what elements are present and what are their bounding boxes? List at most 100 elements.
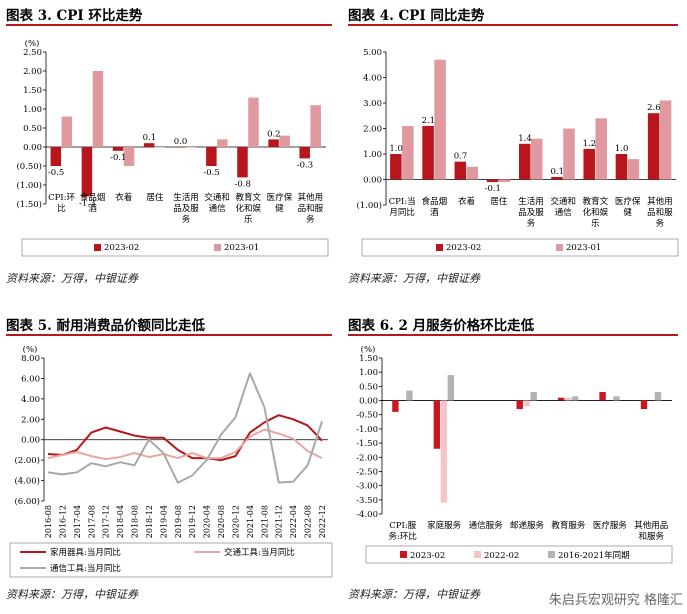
legend-label: 2023-02: [410, 551, 445, 561]
y-axis-unit: (%): [361, 344, 376, 355]
legend-label: 2023-02: [104, 243, 139, 253]
chart-panel-services: 图表 6. 2 月服务价格环比走低 1.50 1.00 0.50 0.00 -0.50 -…: [348, 314, 684, 610]
bar-202302: [81, 147, 93, 197]
bar: [557, 397, 565, 401]
bar-202302: [486, 179, 499, 183]
legend-label: 家用器具:当月同比: [50, 547, 121, 558]
bar-202301: [310, 105, 321, 147]
title-rule: [6, 24, 332, 26]
x-tick-label: 2017-04: [73, 505, 82, 538]
x-tick-label: 2021-08: [260, 505, 269, 538]
x-category-label: 教育服务: [551, 520, 586, 531]
x-category-label: 酒: [430, 208, 439, 218]
bar-202301: [434, 59, 446, 180]
x-tick-label: 2017-12: [102, 505, 111, 538]
x-category-label: 家庭服务: [427, 520, 462, 531]
x-category-label: 和服务: [639, 531, 665, 542]
x-category-label: 乐: [244, 214, 253, 225]
legend-swatch: [548, 551, 555, 558]
bar: [571, 396, 579, 401]
x-category-label: 务: [182, 214, 191, 225]
data-label: 1.0: [615, 144, 629, 154]
legend-label: 2023-02: [446, 243, 481, 253]
x-category-label: 邮递服务: [510, 520, 545, 531]
x-category-label: 其他用: [647, 196, 673, 207]
bar-202302: [615, 154, 628, 180]
x-category-label: 教育文: [583, 196, 609, 207]
x-tick-label: 2019-12: [188, 505, 197, 538]
x-category-label: 交通和: [550, 196, 576, 207]
legend-swatch: [214, 244, 221, 251]
y-tick-label: 3.00: [363, 99, 382, 109]
x-tick-label: 2016-12: [58, 505, 67, 538]
y-tick-label: -3.00: [356, 482, 378, 492]
bar-202302: [519, 143, 531, 180]
bar: [447, 375, 455, 401]
x-tick-label: 2018-08: [131, 505, 140, 538]
title-rule: [348, 334, 678, 336]
bar-202302: [422, 125, 434, 180]
y-tick-label: 1.50: [359, 354, 378, 364]
bar-202301: [279, 135, 290, 147]
bar-202301: [92, 71, 104, 147]
x-category-label: 医疗服务: [593, 520, 628, 531]
title-rule: [6, 334, 332, 336]
data-label: 1.4: [518, 134, 532, 144]
x-category-label: 乐: [591, 218, 600, 229]
data-label: 1.0: [389, 144, 403, 154]
x-tick-label: 2022-04: [289, 505, 298, 538]
y-tick-label: (2.00): [14, 455, 40, 466]
data-label: -0.8: [235, 179, 251, 189]
y-tick-label: 2.00: [363, 125, 382, 135]
y-tick-label: 2.50: [23, 48, 42, 58]
legend-swatch: [474, 551, 481, 558]
x-category-label: 教育文: [235, 192, 261, 203]
title-rule: [348, 24, 678, 26]
y-tick-label: 1.50: [23, 86, 42, 96]
data-label: 0.0: [174, 137, 188, 147]
chart-title: 图表 4. CPI 同比走势: [348, 8, 485, 24]
x-category-label: 医疗保: [615, 196, 641, 207]
bar: [523, 400, 530, 407]
x-tick-label: 2022-12: [318, 505, 327, 538]
source-note: 资料来源：万得，中银证券: [348, 272, 480, 285]
y-tick-label: 4.00: [21, 395, 40, 405]
x-tick-label: 2018-12: [145, 505, 154, 538]
y-tick-label: -3.50: [356, 496, 378, 506]
y-tick-label: 0.50: [359, 382, 378, 392]
x-category-label: 生活用: [518, 196, 544, 207]
bar: [433, 400, 441, 449]
y-tick-label: (0.50): [16, 161, 42, 172]
bar-202301: [123, 147, 135, 166]
y-tick-label: 0.00: [21, 436, 40, 446]
bar: [564, 397, 572, 401]
data-label: 2.1: [422, 116, 436, 126]
bar-202302: [206, 147, 217, 166]
y-tick-label: 1.00: [363, 150, 382, 160]
y-tick-label: 0.00: [23, 143, 42, 153]
bar: [440, 400, 448, 503]
x-category-label: 衣着: [458, 196, 475, 207]
data-label: 0.1: [143, 133, 157, 143]
y-tick-label: (1.00): [356, 200, 382, 211]
x-category-label: 其他用品: [634, 520, 668, 531]
x-tick-label: 2020-12: [231, 505, 240, 538]
x-tick-label: 2016-08: [44, 505, 53, 538]
x-tick-label: 2019-08: [174, 505, 183, 538]
x-category-label: CPI:当: [389, 196, 416, 207]
data-label: -0.5: [48, 168, 64, 178]
x-category-label: 品和服: [298, 204, 324, 214]
data-label: 1.2: [583, 139, 597, 149]
bar-202302: [268, 139, 279, 147]
x-category-label: 居住: [146, 192, 164, 203]
y-tick-label: -0.50: [356, 411, 378, 421]
x-tick-label: 2019-04: [159, 505, 168, 538]
y-tick-label: (1.50): [16, 199, 42, 210]
legend-box: [21, 238, 329, 257]
x-category-label: 品及服: [518, 208, 544, 218]
data-label: 0.2: [267, 129, 281, 139]
x-tick-label: 2020-04: [203, 505, 212, 538]
y-tick-label: 1.00: [359, 368, 378, 378]
y-tick-label: -1.50: [356, 439, 378, 449]
data-label: -0.3: [297, 160, 313, 170]
